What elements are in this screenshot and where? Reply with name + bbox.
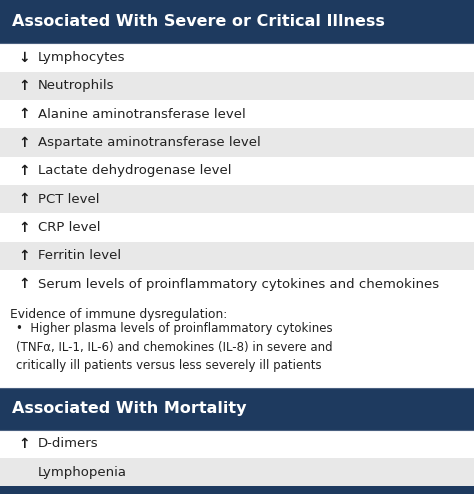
Text: Serum levels of proinflammatory cytokines and chemokines: Serum levels of proinflammatory cytokine… [38, 278, 439, 291]
Text: ↑: ↑ [18, 437, 29, 451]
Text: ↑: ↑ [18, 277, 29, 291]
Text: Evidence of immune dysregulation:: Evidence of immune dysregulation: [10, 308, 227, 322]
Bar [0, 213, 474, 242]
Bar [0, 458, 474, 487]
Bar [0, 430, 474, 458]
Text: ↓: ↓ [18, 50, 29, 65]
Bar [0, 0, 474, 43]
Text: ↑: ↑ [18, 249, 29, 263]
Text: Lymphocytes: Lymphocytes [38, 51, 126, 64]
Text: ↑: ↑ [18, 107, 29, 122]
Text: CRP level: CRP level [38, 221, 100, 234]
Bar [0, 100, 474, 128]
Text: PCT level: PCT level [38, 193, 100, 206]
Bar [0, 388, 474, 430]
Text: Aspartate aminotransferase level: Aspartate aminotransferase level [38, 136, 261, 149]
Text: ↑: ↑ [18, 164, 29, 178]
Bar [0, 43, 474, 72]
Bar [0, 72, 474, 100]
Bar [0, 157, 474, 185]
Text: Neutrophils: Neutrophils [38, 80, 115, 92]
Bar [0, 185, 474, 213]
Text: ↑: ↑ [18, 136, 29, 150]
Text: Associated With Mortality: Associated With Mortality [12, 402, 246, 416]
Text: Lactate dehydrogenase level: Lactate dehydrogenase level [38, 165, 231, 177]
Text: Associated With Severe or Critical Illness: Associated With Severe or Critical Illne… [12, 14, 385, 29]
Text: ↑: ↑ [18, 221, 29, 235]
Bar [0, 128, 474, 157]
Bar [0, 487, 474, 494]
Text: Ferritin level: Ferritin level [38, 249, 121, 262]
Bar [0, 270, 474, 298]
Text: •  Higher plasma levels of proinflammatory cytokines
(TNFα, IL-1, IL-6) and chem: • Higher plasma levels of proinflammator… [16, 323, 333, 372]
Bar [0, 298, 474, 388]
Text: ↑: ↑ [18, 192, 29, 206]
Text: Alanine aminotransferase level: Alanine aminotransferase level [38, 108, 246, 121]
Text: Lymphopenia: Lymphopenia [38, 466, 127, 479]
Text: ↑: ↑ [18, 79, 29, 93]
Text: D-dimers: D-dimers [38, 438, 99, 451]
Bar [0, 242, 474, 270]
